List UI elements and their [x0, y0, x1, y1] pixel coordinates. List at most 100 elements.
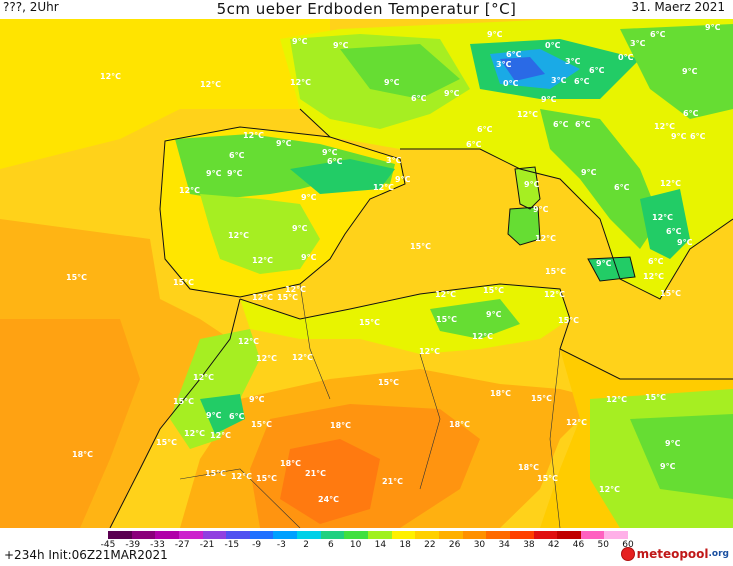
temperature-label: 3°C: [386, 156, 402, 165]
colorbar-tick-label: 14: [374, 540, 387, 550]
east-cooler-zone: [630, 414, 733, 499]
colorbar-cell: [273, 531, 298, 539]
sahara-hottest-zone: [280, 439, 380, 524]
temperature-label: 15°C: [251, 420, 272, 429]
temperature-label: 9°C: [682, 67, 698, 76]
valid-time-label: ???, 2Uhr: [3, 0, 59, 14]
temperature-label: 6°C: [614, 183, 630, 192]
temperature-label: 12°C: [654, 122, 675, 131]
temperature-label: 12°C: [599, 485, 620, 494]
temperature-label: 12°C: [535, 234, 556, 243]
temperature-label: 12°C: [435, 290, 456, 299]
temperature-label: 9°C: [301, 253, 317, 262]
temperature-label: 9°C: [596, 259, 612, 268]
valid-date-label: 31. Maerz 2021: [631, 0, 725, 14]
temperature-label: 15°C: [483, 286, 504, 295]
colorbar-tick-label: -3: [276, 540, 286, 550]
temperature-label: 15°C: [531, 394, 552, 403]
temperature-label: 9°C: [206, 411, 222, 420]
temperature-label: 12°C: [652, 213, 673, 222]
meteopool-logo[interactable]: meteopool .org: [620, 546, 729, 562]
temperature-label: 15°C: [256, 474, 277, 483]
north-atlantic-zone: [0, 19, 330, 169]
temperature-label: 9°C: [292, 37, 308, 46]
temperature-label: 15°C: [645, 393, 666, 402]
temperature-label: 15°C: [173, 397, 194, 406]
colorbar-tick-label: 26: [448, 540, 461, 550]
colorbar-tick-label: 22: [424, 540, 436, 550]
temperature-label: 6°C: [553, 120, 569, 129]
temperature-label: 9°C: [665, 439, 681, 448]
iberia-central-cool: [200, 194, 320, 274]
sardinia: [508, 207, 540, 245]
temperature-label: 15°C: [378, 378, 399, 387]
colorbar-cells: [108, 531, 629, 539]
colorbar-tick-label: -33: [150, 540, 165, 550]
temperature-label: 9°C: [249, 395, 265, 404]
temperature-label: 3°C: [551, 76, 567, 85]
temperature-label: 12°C: [285, 285, 306, 294]
italy-south-cold: [640, 189, 690, 259]
colorbar-tick-label: 30: [473, 540, 486, 550]
logo-tld: .org: [708, 549, 729, 559]
temperature-label: 12°C: [373, 183, 394, 192]
colorbar-tick-label: 38: [523, 540, 535, 550]
corsica: [515, 167, 540, 209]
temperature-label: 6°C: [650, 30, 666, 39]
temperature-label: 6°C: [683, 109, 699, 118]
temperature-label: 9°C: [395, 175, 411, 184]
temperature-label: 15°C: [173, 278, 194, 287]
colorbar-cell: [486, 531, 510, 539]
colorbar-cell: [533, 531, 558, 539]
temperature-label: 12°C: [472, 332, 493, 341]
temperature-label: 6°C: [690, 132, 706, 141]
temperature-label: 9°C: [581, 168, 597, 177]
map-header: ???, 2Uhr 5cm ueber Erdboden Temperatur …: [0, 0, 733, 19]
temperature-label: 6°C: [327, 157, 343, 166]
colorbar-tick-label: 34: [498, 540, 510, 550]
colorbar-cell: [368, 531, 392, 539]
colorbar-tick-label: -45: [100, 540, 116, 550]
colorbar-tick-label: 2: [303, 540, 309, 550]
colorbar-cell: [415, 531, 439, 539]
temperature-label: 12°C: [228, 231, 249, 240]
temperature-label: 15°C: [66, 273, 87, 282]
temperature-label: 12°C: [243, 131, 264, 140]
temperature-label: 15°C: [156, 438, 177, 447]
temperature-label: 12°C: [292, 353, 313, 362]
italy-cool: [540, 109, 660, 249]
iberia-coastline: [159, 126, 406, 298]
temperature-label: 3°C: [565, 57, 581, 66]
temperature-label: 12°C: [200, 80, 221, 89]
temperature-label: 12°C: [179, 186, 200, 195]
temperature-label: 9°C: [705, 23, 721, 32]
africa-coastline: [239, 283, 733, 380]
temperature-label: 12°C: [252, 293, 273, 302]
temperature-label: 12°C: [660, 179, 681, 188]
temperature-map-canvas: 9°C 9°C9°C0°C 3°C6°C9°C6°C3°C 3°C 0°C6°C 9°C1…: [0, 19, 733, 528]
temperature-map: 9°C 9°C 9°C 0°C 3°C 6°C 9°C 6°C 3°C 3°C 0°C 6°C 9°C 1…: [0, 19, 733, 528]
temperature-label: 9°C: [541, 95, 557, 104]
temperature-label: 12°C: [184, 429, 205, 438]
colorbar-ticks: -45 -39 -33 -27 -21 -15 -9 -3 2 6 10 14 18 22 26 30 34 38…: [101, 540, 634, 552]
temperature-label: 9°C: [276, 139, 292, 148]
temperature-label: 9°C: [301, 193, 317, 202]
atlas-west-cool: [170, 329, 260, 449]
temperature-label: 9°C: [333, 41, 349, 50]
temperature-label: 6°C: [574, 77, 590, 86]
temperature-label: 6°C: [411, 94, 427, 103]
temperature-label: 15°C: [205, 469, 226, 478]
country-borders: [179, 283, 561, 528]
temperature-label: 12°C: [252, 256, 273, 265]
colorbar-tick-label: -21: [199, 540, 215, 550]
temperature-label: 0°C: [618, 53, 634, 62]
colorbar-cell: [226, 531, 250, 539]
colorbar-cell: [297, 531, 321, 539]
temperature-label: 0°C: [503, 79, 519, 88]
alps-coldest: [500, 57, 545, 81]
temperature-label: 6°C: [229, 412, 245, 421]
colorbar-tick-label: 10: [349, 540, 362, 550]
temperature-label: 9°C: [677, 238, 693, 247]
colorbar-cell: [604, 531, 629, 539]
colorbar: [108, 531, 629, 539]
